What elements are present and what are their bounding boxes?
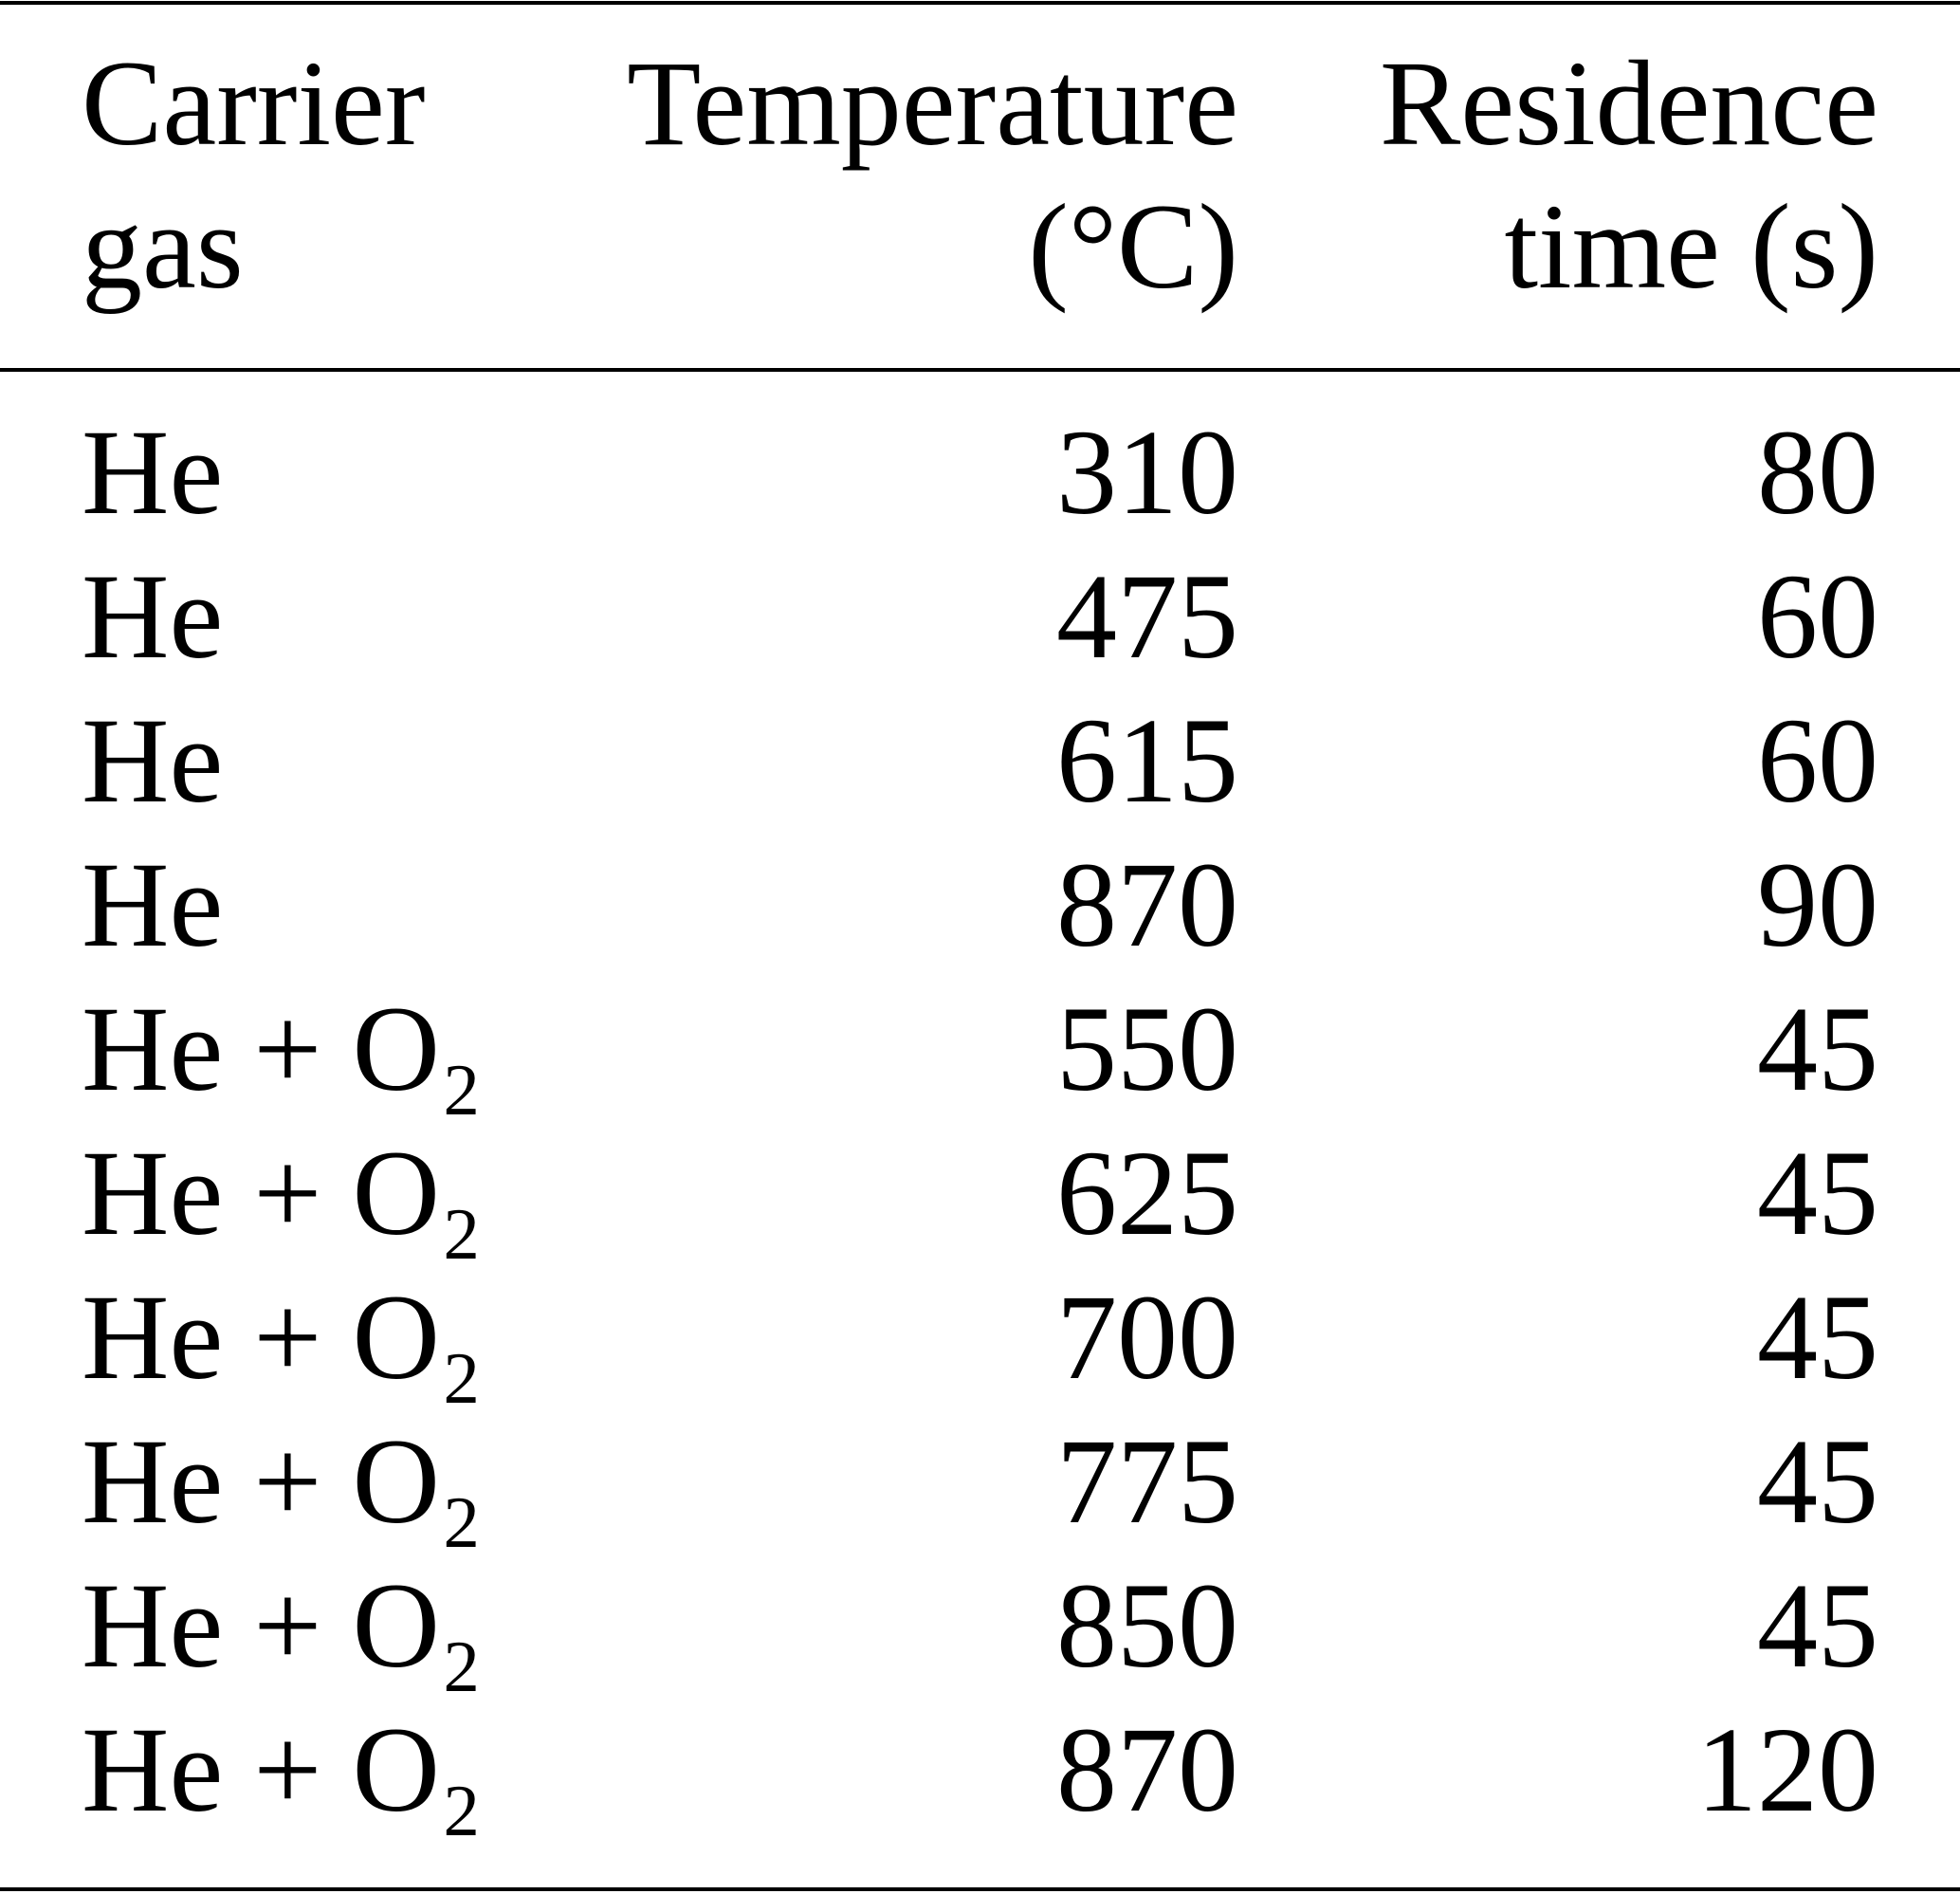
cell: 625 [1056, 1126, 1238, 1260]
cell: 700 [1056, 1270, 1238, 1405]
header-cell: Residence [1380, 36, 1878, 171]
header-cell: Carrier [82, 36, 425, 171]
cell: He + O₂ [82, 1414, 483, 1549]
cell: 870 [1056, 837, 1238, 972]
cell: 80 [1757, 405, 1878, 540]
cell: 475 [1056, 549, 1238, 684]
cell: 615 [1056, 693, 1238, 828]
cell: He + O₂ [82, 1702, 483, 1837]
cell: He + O₂ [82, 1126, 483, 1260]
cell: 850 [1056, 1558, 1238, 1693]
cell: 45 [1757, 1414, 1878, 1549]
cell: 550 [1056, 982, 1238, 1116]
cell: He + O₂ [82, 982, 483, 1116]
cell: He [82, 405, 223, 540]
cell: He + O₂ [82, 1270, 483, 1405]
cell: He [82, 837, 223, 972]
cell: 775 [1056, 1414, 1238, 1549]
header-cell: gas [82, 179, 244, 314]
cell: 45 [1757, 982, 1878, 1116]
cell: 45 [1757, 1558, 1878, 1693]
cell: 60 [1757, 693, 1878, 828]
header-cell: Temperature [627, 36, 1238, 171]
cell: He [82, 549, 223, 684]
header-cell: (°C) [1028, 179, 1238, 314]
cell: 45 [1757, 1270, 1878, 1405]
cell: 870 [1056, 1702, 1238, 1837]
header-cell: time (s) [1504, 179, 1878, 314]
cell: 60 [1757, 549, 1878, 684]
cell: 120 [1696, 1702, 1878, 1837]
cell: He [82, 693, 223, 828]
cell: 90 [1757, 837, 1878, 972]
cell: 310 [1056, 405, 1238, 540]
cell: He + O₂ [82, 1558, 483, 1693]
cell: 45 [1757, 1126, 1878, 1260]
